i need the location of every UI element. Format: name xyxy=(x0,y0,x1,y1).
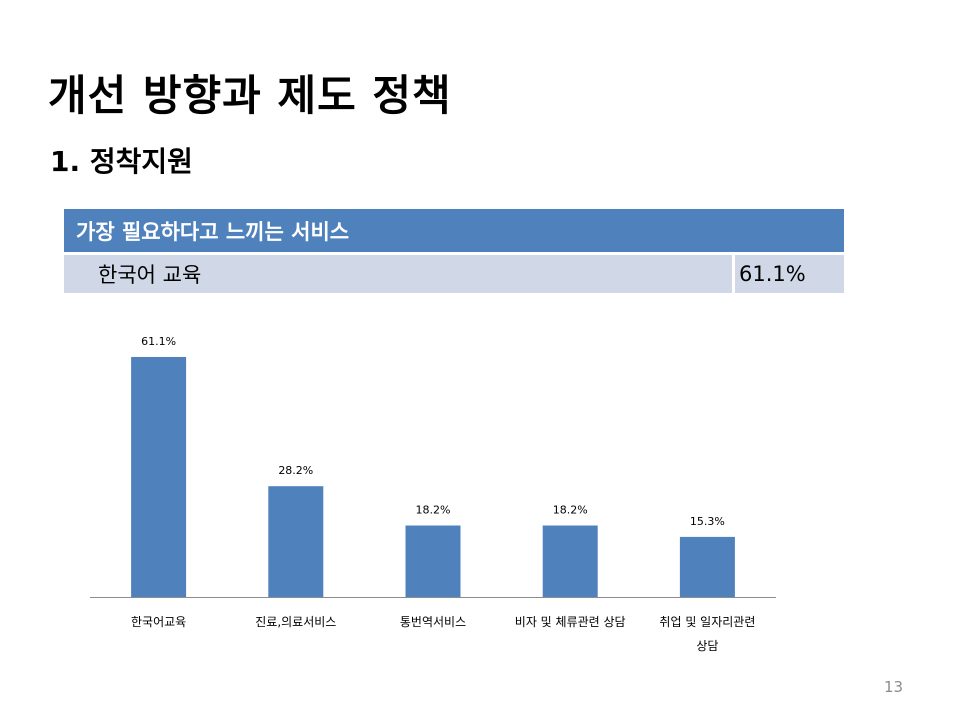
chart-bar xyxy=(679,536,735,597)
chart-category-label: 한국어교육 xyxy=(131,615,186,629)
chart-bar xyxy=(542,525,598,597)
chart-category-label: 통번역서비스 xyxy=(400,615,466,629)
chart-category-label: 상담 xyxy=(696,639,718,653)
chart-data-label: 61.1% xyxy=(141,335,176,348)
summary-table-header: 가장 필요하다고 느끼는 서비스 xyxy=(64,209,844,252)
chart-category-label: 진료,의료서비스 xyxy=(255,615,336,629)
table-cell-service: 한국어 교육 xyxy=(64,255,732,293)
chart-data-label: 28.2% xyxy=(278,464,313,477)
slide-title: 개선 방향과 제도 정책 xyxy=(48,71,452,120)
chart-bar xyxy=(405,525,461,597)
summary-table: 가장 필요하다고 느끼는 서비스 한국어 교육 61.1% xyxy=(64,209,844,293)
table-row: 한국어 교육 61.1% xyxy=(64,255,844,293)
chart-data-label: 15.3% xyxy=(690,515,725,528)
slide-subtitle: 1. 정착지원 xyxy=(50,145,193,178)
page-number: 13 xyxy=(884,678,904,696)
chart-category-label: 비자 및 체류관련 상담 xyxy=(515,615,626,629)
chart-data-label: 18.2% xyxy=(416,504,451,517)
chart-bar xyxy=(131,356,187,597)
chart-bar xyxy=(268,486,324,597)
table-cell-percent: 61.1% xyxy=(735,255,844,293)
chart-category-label: 취업 및 일자리관련 xyxy=(659,615,755,629)
chart-data-label: 18.2% xyxy=(553,504,588,517)
